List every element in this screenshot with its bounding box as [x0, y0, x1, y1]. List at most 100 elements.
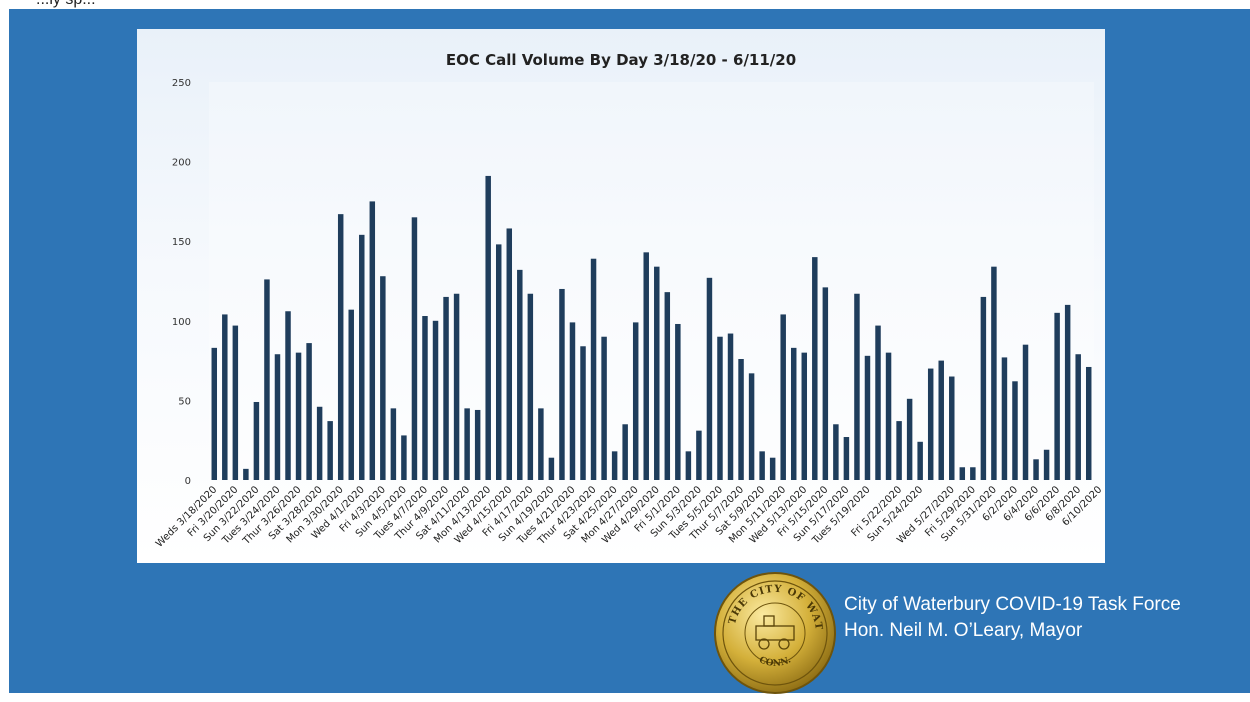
bar: [717, 336, 723, 480]
bar: [780, 314, 786, 480]
bar: [295, 352, 302, 480]
bar: [474, 409, 481, 480]
bar: [759, 451, 765, 480]
bar: [390, 408, 397, 480]
svg-text:CONN.: CONN.: [757, 655, 792, 669]
bar: [727, 333, 734, 480]
bar: [896, 421, 902, 480]
bar: [854, 293, 860, 480]
y-tick-label: 100: [172, 317, 191, 328]
bar: [643, 252, 649, 480]
bar: [1001, 357, 1008, 480]
bar: [875, 325, 881, 480]
bar: [527, 293, 534, 480]
y-tick-label: 200: [172, 158, 191, 169]
bar: [432, 320, 439, 480]
bar: [590, 258, 597, 480]
bar: [927, 368, 934, 480]
bar: [348, 309, 354, 480]
bar: [917, 441, 923, 480]
bar: [264, 279, 270, 480]
bar: [485, 175, 491, 480]
top-caption-fragment: ...ly sp...: [36, 0, 96, 9]
bar: [559, 288, 565, 480]
bar: [706, 277, 713, 480]
bar: [464, 408, 470, 480]
bar: [274, 354, 281, 480]
bar: [938, 360, 944, 480]
bar: [675, 323, 681, 480]
bar: [991, 266, 997, 480]
y-tick-label: 50: [178, 396, 191, 407]
bar: [327, 421, 333, 480]
bar: [401, 435, 407, 480]
bar: [843, 437, 850, 480]
y-tick-label: 250: [172, 78, 191, 89]
bar: [285, 311, 291, 480]
bar-chart: EOC Call Volume By Day 3/18/20 - 6/11/20…: [154, 51, 1104, 550]
slide-background: EOC Call Volume By Day 3/18/20 - 6/11/20…: [9, 9, 1250, 694]
bars: [211, 175, 1092, 480]
bar: [316, 406, 323, 480]
bar: [632, 322, 639, 480]
bar: [1022, 344, 1029, 480]
bar: [548, 457, 555, 480]
bar: [864, 355, 871, 480]
bar: [654, 266, 660, 480]
plot-area: [209, 82, 1094, 480]
bar: [822, 287, 829, 480]
bar: [885, 352, 892, 480]
y-axis: 0 50 100 150 200 250: [172, 78, 191, 487]
bar: [1043, 449, 1050, 480]
bar: [443, 296, 449, 480]
bar: [685, 451, 692, 480]
bar: [211, 347, 218, 480]
bar: [222, 314, 228, 480]
chart-title: EOC Call Volume By Day 3/18/20 - 6/11/20: [446, 51, 796, 69]
bar: [1054, 312, 1060, 480]
footer-line-task-force: City of Waterbury COVID-19 Task Force: [844, 594, 1181, 615]
bar: [1075, 354, 1081, 480]
bar: [538, 408, 544, 480]
bar: [517, 269, 523, 480]
footer-credits: City of Waterbury COVID-19 Task Force Ho…: [844, 592, 1181, 644]
y-tick-label: 150: [172, 237, 191, 248]
bar: [601, 336, 607, 480]
bar: [738, 359, 744, 480]
bar: [411, 217, 418, 480]
bar: [812, 257, 818, 480]
bar: [959, 467, 966, 480]
bar: [1064, 304, 1071, 480]
bar: [506, 228, 513, 480]
bar: [748, 373, 755, 480]
chart-panel: EOC Call Volume By Day 3/18/20 - 6/11/20…: [137, 29, 1105, 563]
bar: [833, 424, 839, 480]
city-seal-icon: SEAL OF THE CITY OF WATERBURY CONN.: [712, 570, 836, 694]
footer-line-mayor: Hon. Neil M. O’Leary, Mayor: [844, 620, 1083, 641]
bar: [801, 352, 808, 480]
bar: [1012, 381, 1018, 480]
bar: [422, 316, 428, 480]
bar: [243, 468, 249, 480]
bar: [232, 325, 239, 480]
bar: [306, 343, 312, 480]
bar: [453, 293, 460, 480]
bar: [970, 467, 976, 480]
bar: [495, 244, 502, 480]
bar: [337, 214, 344, 480]
bar: [980, 296, 987, 480]
bar: [1085, 366, 1092, 480]
y-tick-label: 0: [185, 476, 191, 487]
bar: [622, 424, 628, 480]
bar: [1033, 459, 1039, 480]
bar: [569, 322, 576, 480]
bar: [369, 201, 376, 480]
bar: [611, 451, 618, 480]
bar: [664, 292, 671, 480]
bar: [906, 398, 913, 480]
bar: [380, 276, 386, 480]
bar: [790, 347, 797, 480]
bar: [769, 457, 776, 480]
bar: [580, 346, 586, 480]
